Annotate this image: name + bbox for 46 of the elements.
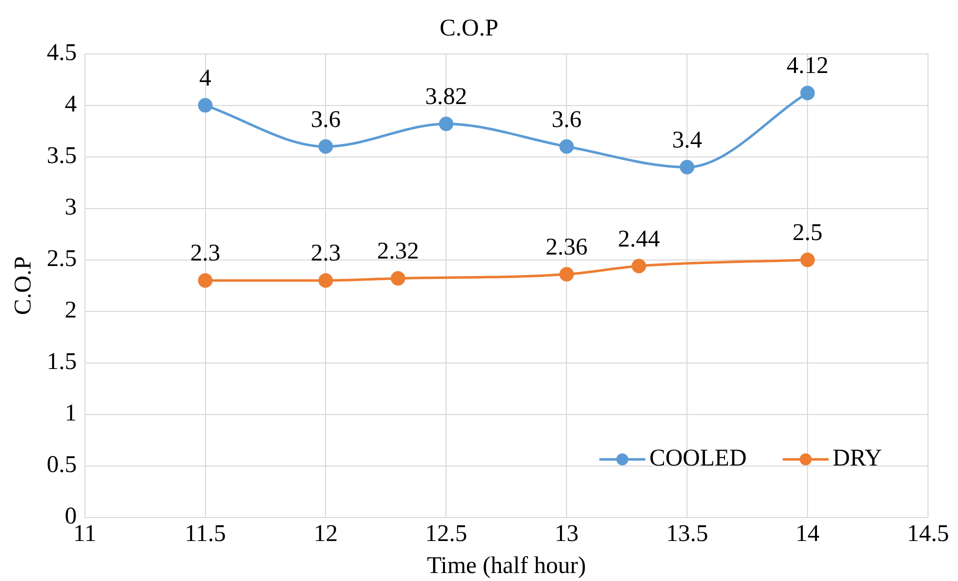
data-label: 2.3 <box>190 240 220 267</box>
data-label: 2.32 <box>376 238 419 265</box>
x-tick-label: 14.5 <box>907 521 949 548</box>
x-tick-label: 11.5 <box>184 521 226 548</box>
x-tick-label: 13.5 <box>666 521 708 548</box>
point <box>800 252 815 268</box>
y-tick-label: 1.5 <box>46 349 77 376</box>
data-label: 2.5 <box>792 220 823 246</box>
data-label: 3.6 <box>310 106 341 133</box>
y-axis-title: C.O.P <box>10 256 37 315</box>
y-tick-label: 0 <box>64 504 77 530</box>
y-tick-label: 3.5 <box>46 143 77 170</box>
y-tick-label: 2 <box>64 298 77 324</box>
point <box>800 86 815 100</box>
point <box>318 273 333 288</box>
legend-label: COOLED <box>649 446 747 472</box>
point <box>632 258 646 274</box>
x-tick-label: 13 <box>554 521 579 548</box>
y-tick-label: 0.5 <box>46 452 77 478</box>
x-tick-label: 14 <box>796 521 820 548</box>
point <box>680 160 694 174</box>
point <box>559 267 574 282</box>
data-label: 3.6 <box>552 106 582 133</box>
data-label: 4 <box>199 66 212 92</box>
data-label: 3.4 <box>672 127 702 154</box>
y-tick-label: 2.5 <box>46 246 77 272</box>
y-tick-label: 3 <box>64 194 77 221</box>
data-label: 2.3 <box>310 240 341 267</box>
data-label: 2.44 <box>618 226 660 252</box>
data-label: 3.82 <box>425 84 468 110</box>
point <box>559 139 574 154</box>
legend-label: DRY <box>832 446 882 472</box>
point <box>198 273 213 288</box>
data-label: 2.36 <box>546 234 588 261</box>
x-tick-label: 12.5 <box>425 521 468 548</box>
y-tick-label: 4 <box>64 92 77 118</box>
point <box>318 139 333 154</box>
x-tick-label: 12 <box>314 521 338 548</box>
y-tick-label: 4.5 <box>46 40 77 66</box>
x-axis-title: Time (half hour) <box>426 552 586 579</box>
chart-title: C.O.P <box>440 16 498 42</box>
y-tick-label: 1 <box>64 400 77 427</box>
point <box>198 98 213 113</box>
data-label: 4.12 <box>786 53 829 80</box>
point <box>438 116 454 132</box>
point <box>390 271 406 286</box>
